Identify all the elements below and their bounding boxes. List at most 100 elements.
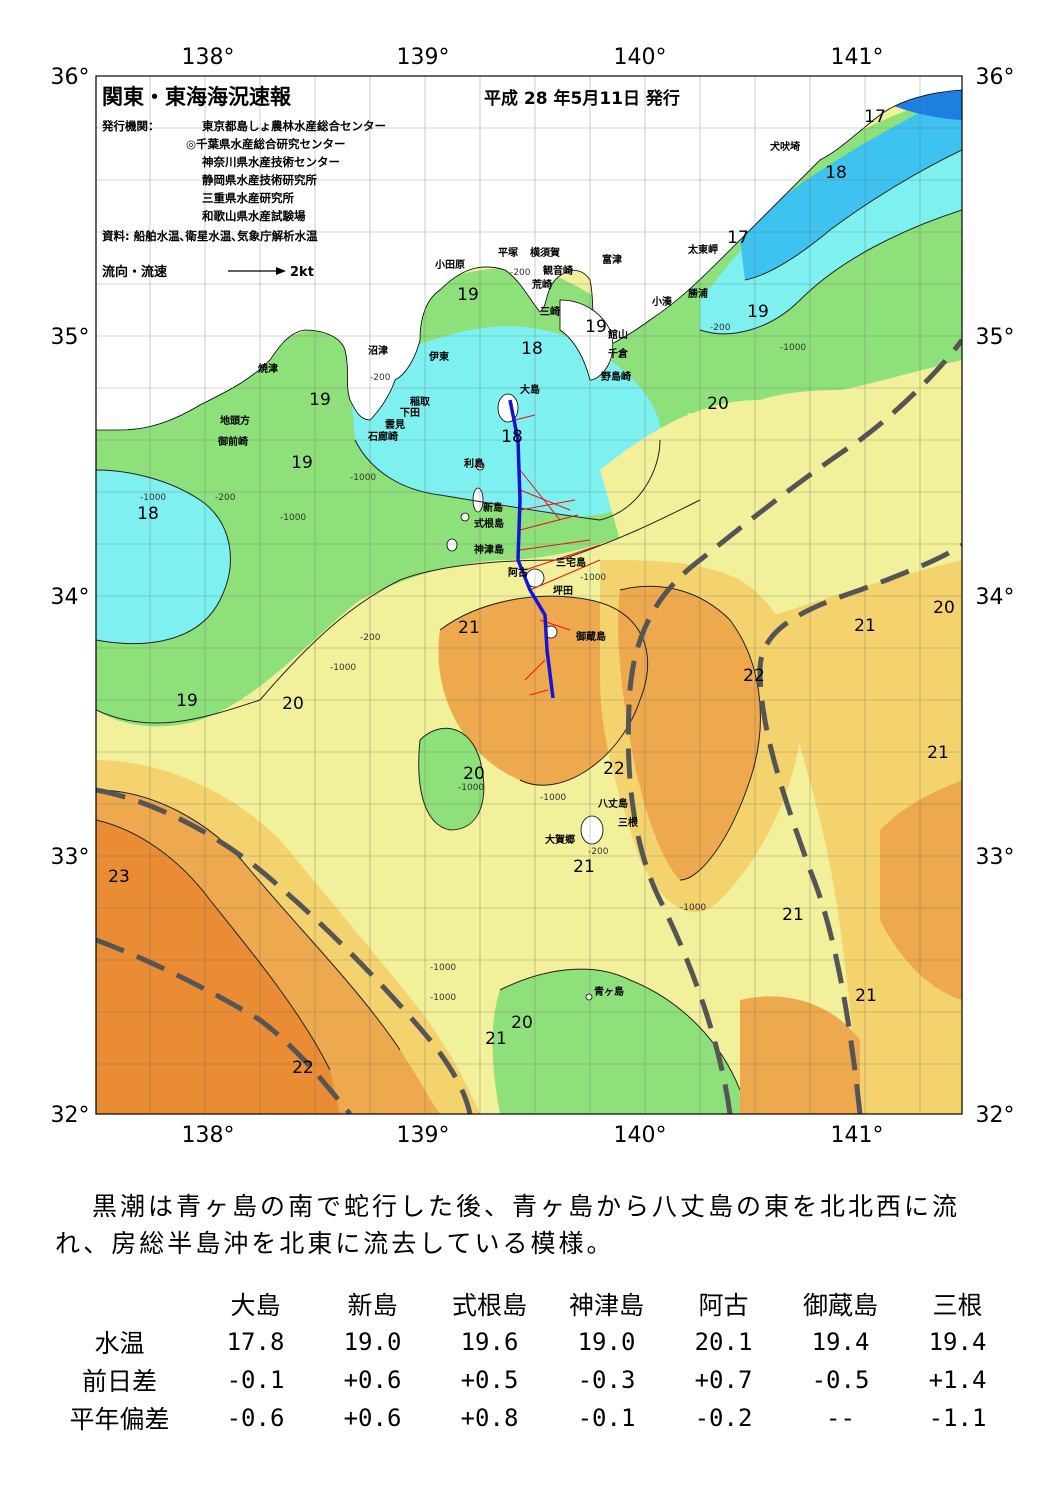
- cell: -0.2: [694, 1404, 753, 1432]
- ship-track: [508, 399, 555, 699]
- iso-label: 20: [511, 1013, 533, 1033]
- lat-left-36: 36°: [51, 65, 90, 90]
- band-18-19-west: [96, 470, 231, 644]
- island-sst-table: 大島 新島 式根島 神津島 阿古 御蔵島 三根 水温 17.8 19.0 19.…: [42, 1285, 1016, 1437]
- band-22-south: [740, 996, 860, 1114]
- place-label: 式根島: [474, 517, 504, 530]
- depth-label: -1000: [280, 513, 306, 523]
- issuer-6: 和歌山県水産試験場: [202, 209, 306, 223]
- place-label: 地頭方: [220, 414, 250, 427]
- depth-label: -1000: [458, 783, 484, 793]
- iso-label: 21: [485, 1029, 507, 1049]
- band-22-central: [438, 596, 648, 786]
- band-22-meander: [618, 586, 761, 880]
- depth-label: -200: [710, 323, 731, 333]
- cell: -0.3: [577, 1366, 636, 1394]
- cell: --: [826, 1404, 855, 1432]
- iso-label: 20: [933, 598, 955, 618]
- band-21-22-east: [760, 560, 962, 1114]
- place-label: 御前崎: [217, 435, 248, 448]
- cell: 17.8: [226, 1328, 285, 1356]
- depth-label: -1000: [430, 963, 456, 973]
- issuer-4: 静岡県水産技術研究所: [202, 173, 317, 187]
- cell: +1.4: [928, 1366, 987, 1394]
- depth-label: -200: [215, 493, 236, 503]
- axis-labels: 138° 139° 140° 141° 138° 139° 140° 141° …: [51, 45, 1015, 1148]
- place-label: 横須賀: [530, 246, 560, 259]
- depth-label: -1000: [140, 493, 166, 503]
- landmass: [96, 76, 962, 1001]
- table-row: 前日差 -0.1 +0.6 +0.5 -0.3 +0.7 -0.5 +1.4: [42, 1361, 1016, 1399]
- col-kozushima: 神津島: [568, 1291, 644, 1320]
- issuer-3: 神奈川県水産技術センター: [202, 155, 340, 169]
- kuroshio-axis: [96, 338, 962, 1114]
- table-header-row: 大島 新島 式根島 神津島 阿古 御蔵島 三根: [42, 1285, 1016, 1323]
- place-label: 三宅島: [556, 556, 586, 569]
- lon-top-141: 141°: [831, 45, 884, 70]
- iso-label: 17: [727, 228, 749, 248]
- place-label: 太東岬: [687, 243, 718, 256]
- cell: 19.0: [343, 1328, 402, 1356]
- depth-labels: -200 -200 -1000 -200 -1000 -1000 -200 -1…: [140, 268, 806, 1003]
- place-label: 石廊崎: [367, 430, 398, 443]
- iso-label: 21: [927, 743, 949, 763]
- issuer-2: ◎千葉県水産総合研究センター: [186, 137, 346, 151]
- place-label: 下田: [400, 407, 420, 419]
- place-label: 勝浦: [688, 287, 708, 300]
- iso-label: 18: [137, 504, 159, 524]
- cell: -0.6: [226, 1404, 285, 1432]
- lon-bottom-140: 140°: [614, 1123, 667, 1148]
- depth-label: -1000: [680, 903, 706, 913]
- lon-bottom-141: 141°: [831, 1123, 884, 1148]
- iso-label: 18: [825, 163, 847, 183]
- place-label: 富津: [602, 253, 622, 266]
- place-label: 神津島: [474, 543, 504, 556]
- lat-left-33: 33°: [51, 845, 90, 870]
- band-20-hachijo-west: [418, 728, 484, 830]
- depth-label: -1000: [540, 793, 566, 803]
- cell: 19.0: [577, 1328, 636, 1356]
- cell: +0.7: [694, 1366, 753, 1394]
- legend-scale: 2kt: [290, 265, 314, 280]
- iso-label: 19: [457, 285, 479, 305]
- iso-label: 22: [743, 666, 765, 686]
- lat-right-32: 32°: [976, 1103, 1015, 1128]
- iso-label: 21: [855, 986, 877, 1006]
- place-label: 稲取: [410, 395, 431, 408]
- iso-label: 21: [782, 905, 804, 925]
- col-niijima: 新島: [347, 1291, 398, 1320]
- issuer-5: 三重県水産研究所: [202, 191, 294, 205]
- cell: +0.6: [343, 1366, 402, 1394]
- place-label: 平塚: [498, 246, 518, 259]
- place-label: 雲見: [385, 419, 405, 431]
- col-mikurajima: 御蔵島: [802, 1291, 878, 1320]
- lat-right-34: 34°: [976, 585, 1015, 610]
- iso-label: 19: [291, 453, 313, 473]
- lon-top-140: 140°: [614, 45, 667, 70]
- cell: -1.1: [928, 1404, 987, 1432]
- depth-label: -1000: [780, 343, 806, 353]
- iso-label: 20: [707, 394, 729, 414]
- band-22-east: [880, 780, 962, 1000]
- kozushima-island: [446, 538, 458, 552]
- iso-label: 19: [176, 691, 198, 711]
- place-label: 館山: [607, 328, 628, 341]
- cell: -0.1: [577, 1404, 636, 1432]
- cell: -0.1: [226, 1366, 285, 1394]
- lat-right-36: 36°: [976, 65, 1015, 90]
- place-label: 小田原: [434, 258, 465, 271]
- lat-right-35: 35°: [976, 325, 1015, 350]
- lat-left-34: 34°: [51, 585, 90, 610]
- lon-bottom-139: 139°: [397, 1123, 450, 1148]
- current-vectors: [514, 414, 601, 696]
- iso-label: 21: [458, 618, 480, 638]
- lat-right-33: 33°: [976, 845, 1015, 870]
- iso-label: 17: [864, 107, 886, 127]
- summary-text: 黒潮は青ヶ島の南で蛇行した後、青ヶ島から八丈島の東を北北西に流れ、房総半島沖を北…: [55, 1192, 961, 1258]
- issuer-1: 東京都島しょ農林水産総合センター: [202, 119, 386, 133]
- isotherm-lines: [96, 149, 962, 1091]
- cell: 19.4: [928, 1328, 987, 1356]
- legend-label: 流向・流速: [102, 264, 167, 280]
- col-mitsune: 三根: [932, 1291, 983, 1320]
- iso-label: 22: [603, 759, 625, 779]
